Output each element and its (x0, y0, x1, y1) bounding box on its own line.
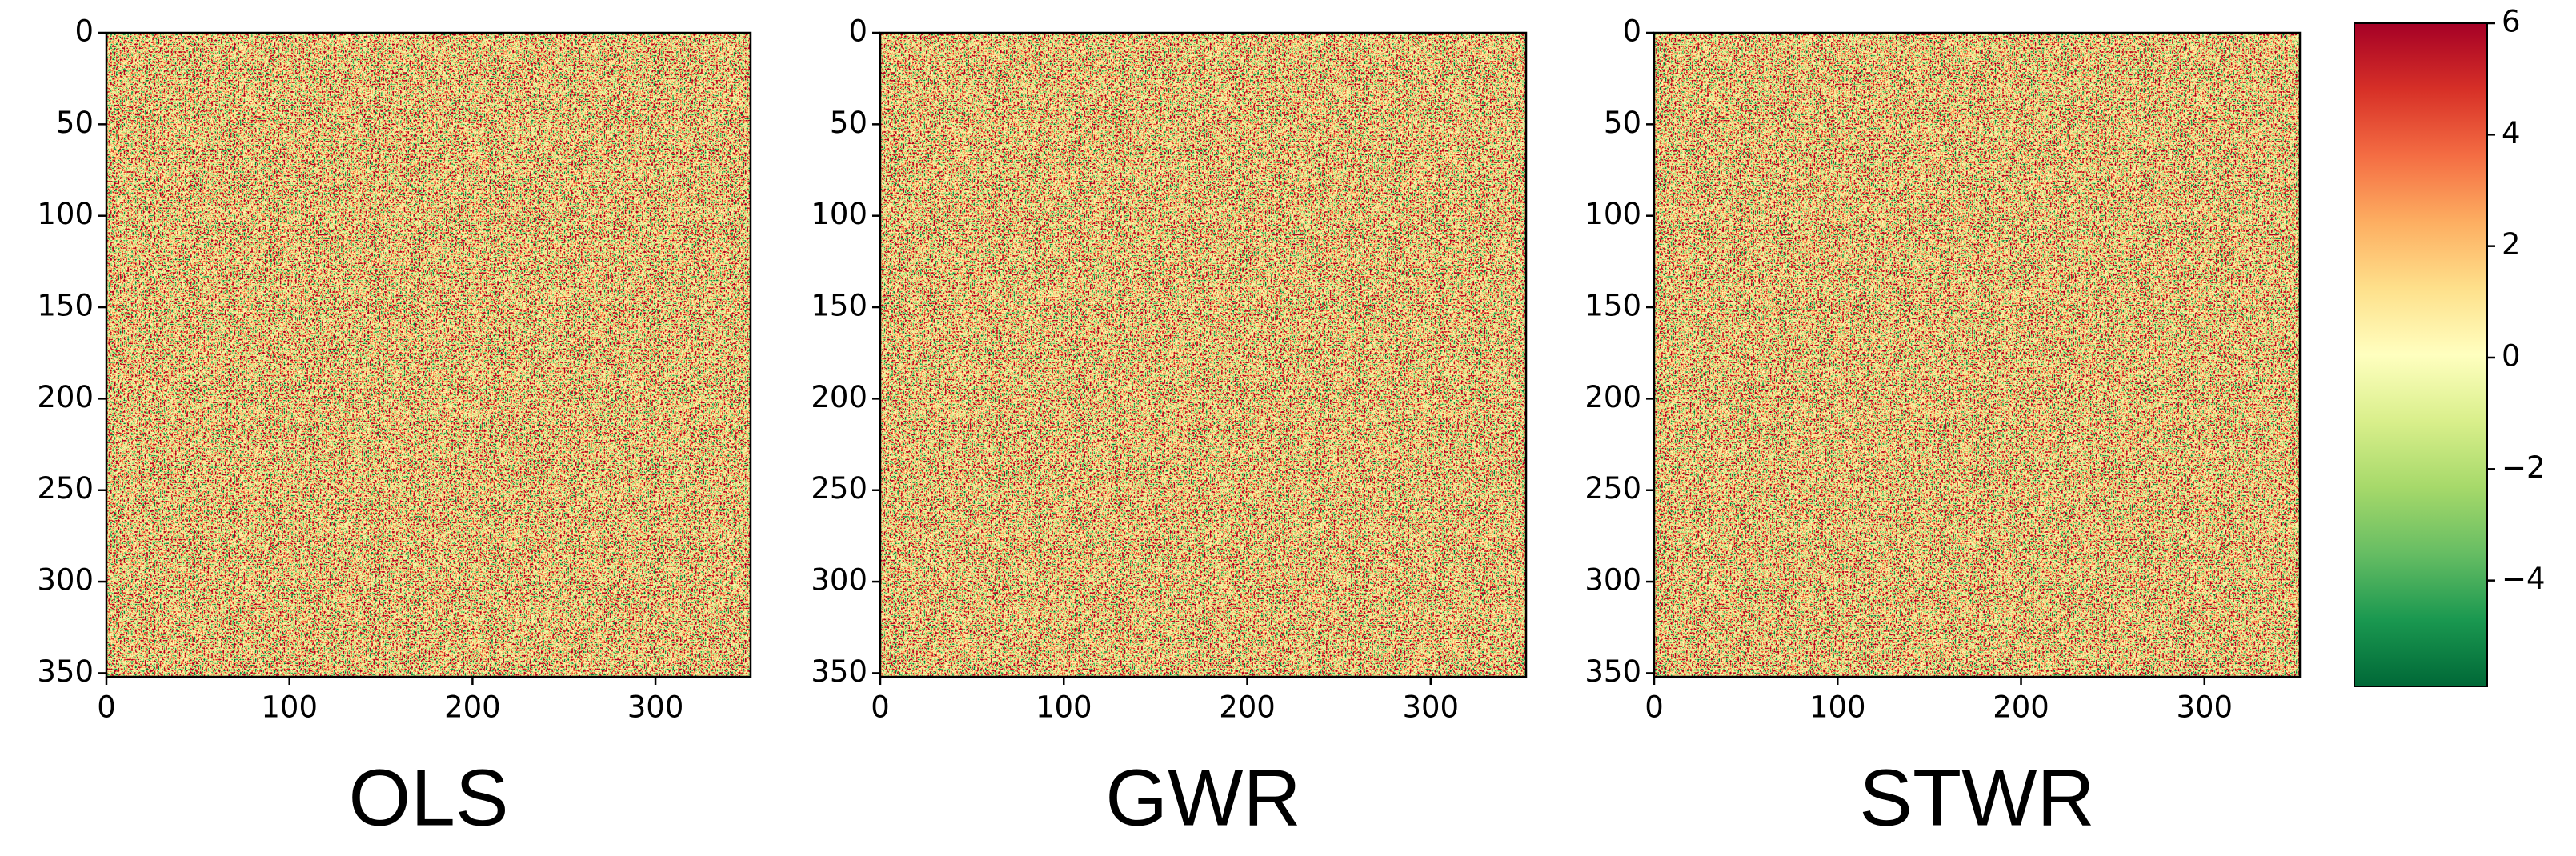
y-tick-label: 50 (1604, 106, 1641, 140)
y-tick-label: 0 (1622, 14, 1641, 49)
y-tick-label: 50 (830, 106, 867, 140)
y-tick-label: 350 (811, 654, 867, 689)
x-tick-label: 100 (261, 690, 318, 725)
y-tick-label: 300 (1584, 563, 1641, 598)
y-tick-label: 100 (1584, 197, 1641, 231)
x-tick-label: 100 (1809, 690, 1866, 725)
heatmap-image (880, 33, 1526, 677)
y-tick-label: 200 (37, 380, 94, 414)
y-tick-label: 300 (811, 563, 867, 598)
y-tick-label: 250 (37, 471, 94, 506)
y-tick-label: 0 (848, 14, 867, 49)
y-tick-label: 150 (811, 289, 867, 323)
panel-caption: GWR (1105, 753, 1300, 842)
x-tick-label: 200 (1219, 690, 1276, 725)
panel-caption: OLS (348, 753, 508, 842)
x-tick-label: 300 (2176, 690, 2233, 725)
colorbar-tick-label: 2 (2502, 227, 2521, 262)
plot-frame (105, 31, 752, 678)
colorbar-tick-label: −4 (2502, 562, 2546, 596)
x-tick-label: 0 (871, 690, 890, 725)
x-tick-label: 300 (1402, 690, 1459, 725)
plot-frame (1653, 31, 2302, 678)
x-tick-label: 100 (1036, 690, 1092, 725)
plot-frame (879, 31, 1528, 678)
panel-caption: STWR (1859, 753, 2094, 842)
y-tick-label: 50 (56, 106, 94, 140)
y-tick-label: 100 (37, 197, 94, 231)
colorbar-tick-label: 4 (2502, 116, 2521, 150)
y-tick-label: 0 (74, 14, 94, 49)
y-tick-label: 300 (37, 563, 94, 598)
colorbar-tick-label: 0 (2502, 338, 2521, 373)
y-tick-label: 150 (37, 289, 94, 323)
y-tick-label: 200 (1584, 380, 1641, 414)
y-tick-label: 250 (1584, 471, 1641, 506)
colorbar-tick-label: 6 (2502, 5, 2521, 39)
x-tick-label: 200 (444, 690, 501, 725)
y-tick-label: 350 (1584, 654, 1641, 689)
y-tick-label: 250 (811, 471, 867, 506)
y-tick-label: 350 (37, 654, 94, 689)
heatmap-image (1654, 33, 2300, 677)
y-tick-label: 100 (811, 197, 867, 231)
x-tick-label: 0 (97, 690, 116, 725)
x-tick-label: 300 (627, 690, 684, 725)
y-tick-label: 200 (811, 380, 867, 414)
colorbar-tick-label: −2 (2502, 450, 2546, 485)
x-tick-label: 200 (1993, 690, 2049, 725)
heatmap-image (106, 33, 751, 677)
y-tick-label: 150 (1584, 289, 1641, 323)
x-tick-label: 0 (1645, 690, 1664, 725)
colorbar (2354, 22, 2488, 687)
